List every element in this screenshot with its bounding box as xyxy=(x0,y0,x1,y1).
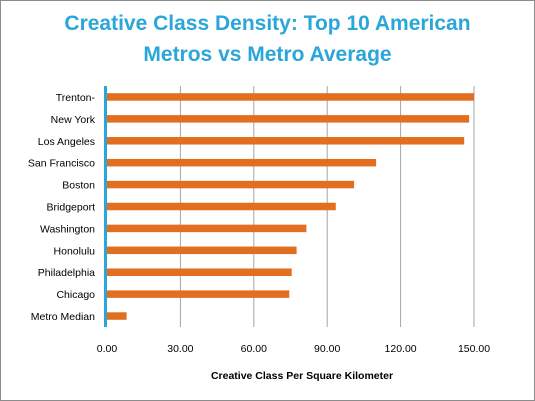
category-label: Philadelphia xyxy=(38,267,95,279)
category-label: San Francisco xyxy=(28,158,95,170)
y-axis-line xyxy=(104,86,107,327)
bar xyxy=(107,158,377,167)
category-label: Chicago xyxy=(56,289,95,301)
x-axis-label: Creative Class Per Square Kilometer xyxy=(211,370,393,382)
category-labels: Trenton- New York Los Angeles San Francisco… xyxy=(28,92,96,323)
chart-title: Creative Class Density: Top 10 American … xyxy=(0,8,535,70)
category-label: New York xyxy=(51,114,96,126)
bar xyxy=(107,93,474,101)
bar xyxy=(107,180,355,189)
bar xyxy=(107,137,465,145)
bar xyxy=(107,115,470,123)
category-label: Boston xyxy=(62,180,95,192)
category-label: Trenton- xyxy=(56,92,96,104)
x-tick-labels: 0.00 30.00 60.00 90.00 120.00 150.00 xyxy=(97,343,490,355)
x-tick-label: 120.00 xyxy=(385,343,417,355)
bar xyxy=(107,202,336,211)
bar xyxy=(107,312,127,320)
bar xyxy=(107,290,290,298)
category-label: Los Angeles xyxy=(38,136,95,148)
bar xyxy=(107,268,292,276)
bar xyxy=(107,224,307,233)
category-label: Bridgeport xyxy=(47,202,96,214)
x-tick-label: 30.00 xyxy=(167,343,193,355)
chart-title-line-2: Metros vs Metro Average xyxy=(143,43,392,66)
x-tick-label: 60.00 xyxy=(241,343,267,355)
x-tick-label: 150.00 xyxy=(458,343,490,355)
category-label: Metro Median xyxy=(31,311,95,323)
category-label: Honolulu xyxy=(54,245,96,257)
x-tick-label: 90.00 xyxy=(314,343,340,355)
chart-title-line-1: Creative Class Density: Top 10 American xyxy=(64,12,471,35)
category-label: Washington xyxy=(40,223,95,235)
bars xyxy=(107,93,474,320)
x-tick-label: 0.00 xyxy=(97,343,118,355)
bar xyxy=(107,246,297,255)
